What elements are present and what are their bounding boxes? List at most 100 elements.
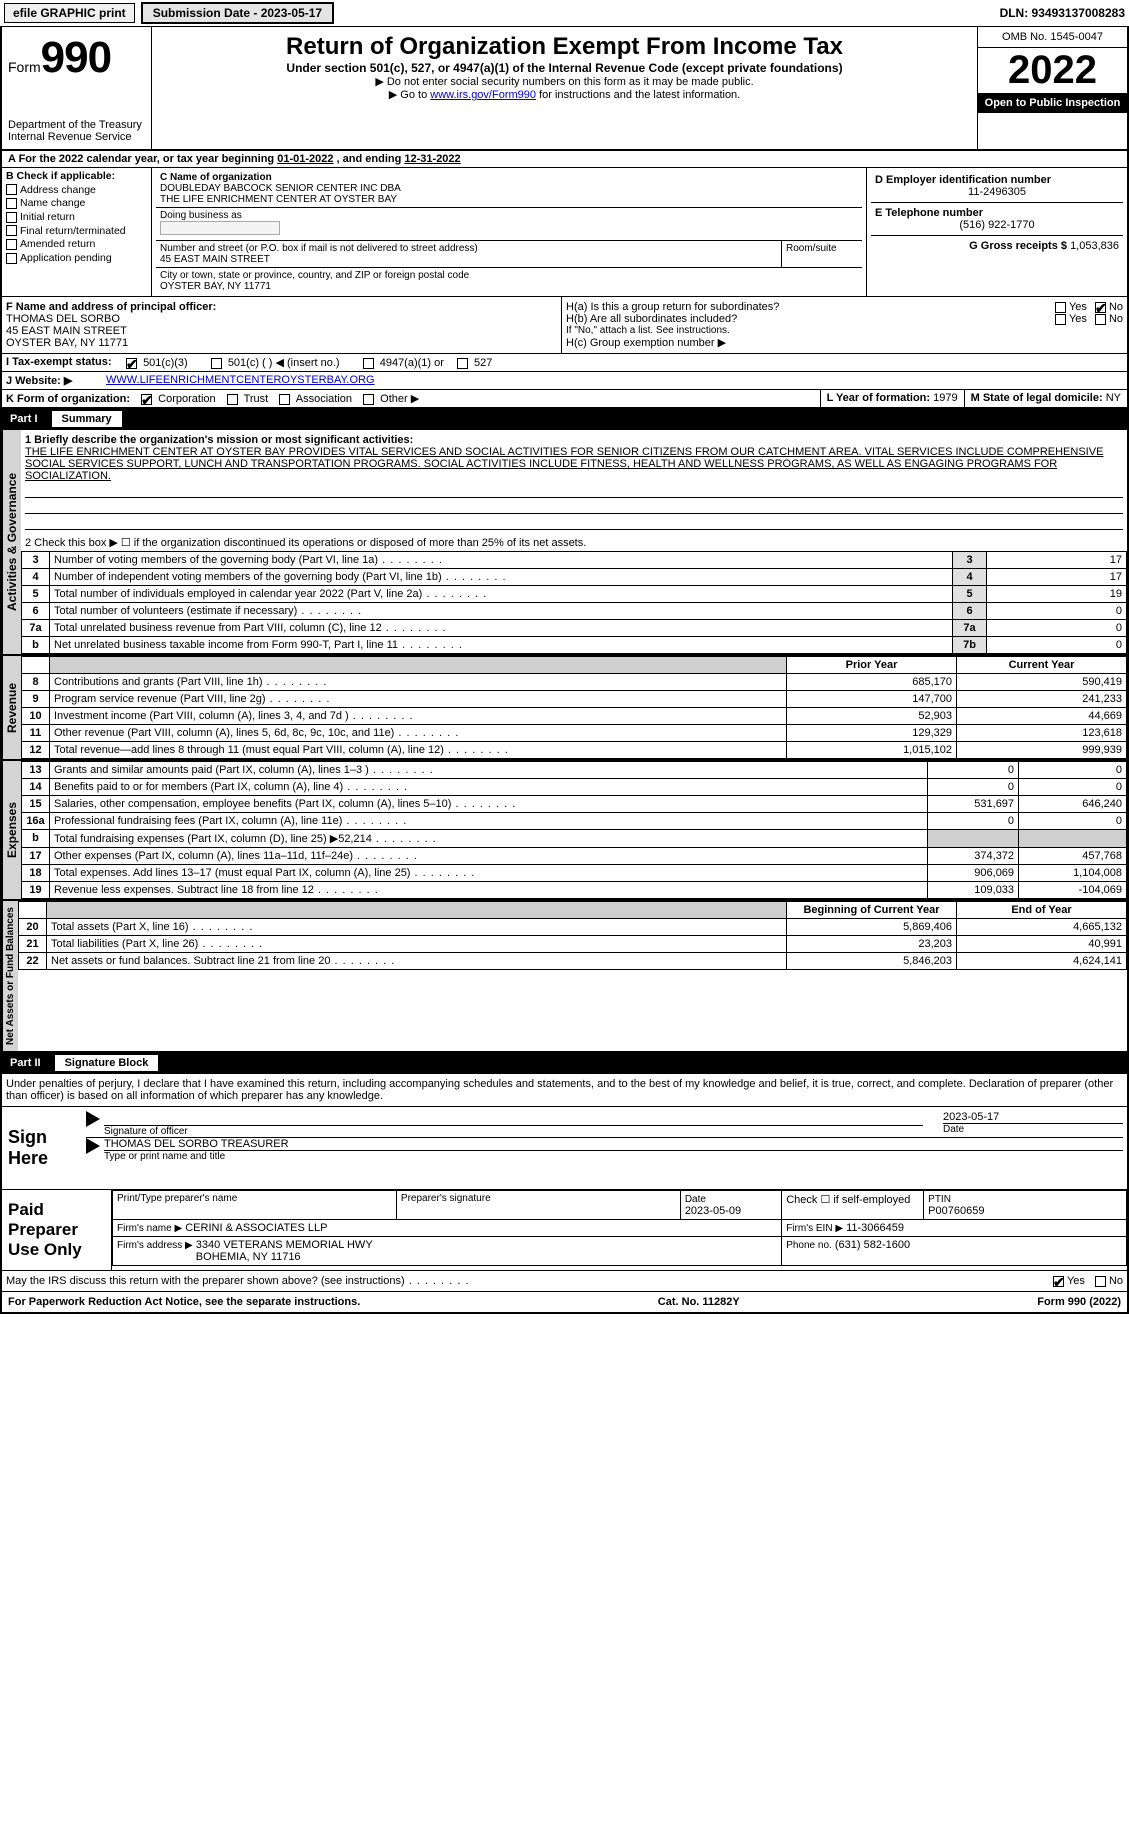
website-link[interactable]: WWW.LIFEENRICHMENTCENTEROYSTERBAY.ORG <box>106 374 375 386</box>
chk-other[interactable]: Other ▶ <box>363 393 419 405</box>
b-checkboxes: B Check if applicable: Address change Na… <box>2 168 152 296</box>
table-row: 19Revenue less expenses. Subtract line 1… <box>22 882 1127 899</box>
may-irs-no[interactable]: No <box>1095 1275 1123 1287</box>
may-irs-yes[interactable]: Yes <box>1053 1275 1085 1287</box>
chk-final[interactable]: Final return/terminated <box>6 225 147 239</box>
mission-blank2 <box>25 498 1123 514</box>
may-irs-label: May the IRS discuss this return with the… <box>6 1275 1053 1287</box>
dba-input[interactable] <box>160 221 280 235</box>
ein: 11-2496305 <box>875 186 1119 198</box>
b-label: B Check if applicable: <box>6 170 147 184</box>
expenses-table: 13Grants and similar amounts paid (Part … <box>21 761 1127 899</box>
chk-trust[interactable]: Trust <box>227 393 269 405</box>
chk-527[interactable]: 527 <box>457 357 492 369</box>
submission-date[interactable]: Submission Date - 2023-05-17 <box>141 2 334 24</box>
tax-year: 2022 <box>978 48 1127 93</box>
addr-label: Number and street (or P.O. box if mail i… <box>160 243 777 254</box>
table-header: Beginning of Current YearEnd of Year <box>19 902 1127 919</box>
g-label: G Gross receipts $ <box>969 240 1067 252</box>
chk-initial[interactable]: Initial return <box>6 211 147 225</box>
dept-treasury: Department of the Treasury Internal Reve… <box>8 119 145 143</box>
period-line: A For the 2022 calendar year, or tax yea… <box>2 151 1127 168</box>
year-formation: 1979 <box>933 392 957 404</box>
pt-check[interactable]: Check ☐ if self-employed <box>782 1191 924 1220</box>
phone: (516) 922-1770 <box>875 219 1119 231</box>
ha-no[interactable]: No <box>1095 301 1123 313</box>
chk-4947[interactable]: 4947(a)(1) or <box>363 357 444 369</box>
chk-pending-label: Application pending <box>20 252 112 264</box>
dba-label: Doing business as <box>160 210 858 221</box>
firm-addr-label: Firm's address ▶ <box>117 1240 193 1251</box>
gross-receipts: 1,053,836 <box>1070 240 1119 252</box>
ssn-warning: ▶ Do not enter social security numbers o… <box>158 75 971 88</box>
j-label: J Website: ▶ <box>2 372 102 389</box>
preparer-table: Print/Type preparer's name Preparer's si… <box>112 1190 1127 1266</box>
arrow-icon <box>86 1111 100 1127</box>
firm-name-label: Firm's name ▶ <box>117 1223 182 1234</box>
form-990-number: 990 <box>41 33 111 82</box>
table-row: 13Grants and similar amounts paid (Part … <box>22 762 1127 779</box>
pt-sig-label: Preparer's signature <box>401 1193 676 1204</box>
chk-assoc[interactable]: Association <box>279 393 352 405</box>
revenue-table: Prior YearCurrent Year8Contributions and… <box>21 656 1127 759</box>
firm-ein: 11-3066459 <box>846 1222 904 1234</box>
m-label: M State of legal domicile: <box>971 392 1103 404</box>
chk-initial-label: Initial return <box>20 211 75 223</box>
goto-prefix: ▶ Go to <box>389 89 430 101</box>
paid-label: Paid Preparer Use Only <box>2 1190 112 1270</box>
dln-label: DLN: 93493137008283 <box>1000 6 1125 20</box>
header-right: OMB No. 1545-0047 2022 Open to Public In… <box>977 27 1127 149</box>
chk-address-label: Address change <box>20 184 96 196</box>
form-subtitle: Under section 501(c), 527, or 4947(a)(1)… <box>158 61 971 75</box>
mission-text: THE LIFE ENRICHMENT CENTER AT OYSTER BAY… <box>25 446 1123 482</box>
chk-501c3[interactable]: 501(c)(3) <box>126 357 188 369</box>
klm-row: K Form of organization: Corporation Trus… <box>2 390 1127 408</box>
sig-officer-label: Signature of officer <box>104 1125 923 1137</box>
goto-line: ▶ Go to www.irs.gov/Form990 for instruct… <box>158 88 971 101</box>
sig-date: 2023-05-17 <box>943 1111 1123 1123</box>
table-row: 7aTotal unrelated business revenue from … <box>22 620 1127 637</box>
table-row: 12Total revenue—add lines 8 through 11 (… <box>22 742 1127 759</box>
table-row: 22Net assets or fund balances. Subtract … <box>19 953 1127 970</box>
exp-section: Expenses 13Grants and similar amounts pa… <box>2 761 1127 901</box>
chk-amended[interactable]: Amended return <box>6 238 147 252</box>
a-prefix: A For the 2022 calendar year, or tax yea… <box>8 153 277 165</box>
irs-link[interactable]: www.irs.gov/Form990 <box>430 89 536 101</box>
h-block: H(a) Is this a group return for subordin… <box>562 297 1127 353</box>
arrow-icon-2 <box>86 1138 100 1154</box>
hb-no[interactable]: No <box>1095 313 1123 325</box>
part2-title: Signature Block <box>55 1055 159 1071</box>
officer-name: THOMAS DEL SORBO <box>6 313 557 325</box>
open-to-public: Open to Public Inspection <box>978 93 1127 113</box>
city: OYSTER BAY, NY 11771 <box>160 281 858 292</box>
street: 45 EAST MAIN STREET <box>160 254 777 265</box>
chk-name-label: Name change <box>20 197 85 209</box>
chk-501c[interactable]: 501(c) ( ) ◀ (insert no.) <box>211 357 340 369</box>
ha-yes[interactable]: Yes <box>1055 301 1087 313</box>
tab-netassets: Net Assets or Fund Balances <box>2 901 18 1051</box>
tab-governance: Activities & Governance <box>2 430 21 654</box>
officer-addr2: OYSTER BAY, NY 11771 <box>6 337 557 349</box>
city-label: City or town, state or province, country… <box>160 270 858 281</box>
line2: 2 Check this box ▶ ☐ if the organization… <box>21 534 1127 551</box>
pt-date-label: Date <box>685 1194 706 1205</box>
form-title: Return of Organization Exempt From Incom… <box>158 33 971 61</box>
table-row: bTotal fundraising expenses (Part IX, co… <box>22 830 1127 848</box>
hb-yes[interactable]: Yes <box>1055 313 1087 325</box>
chk-address[interactable]: Address change <box>6 184 147 198</box>
officer-printed: THOMAS DEL SORBO TREASURER <box>104 1138 1123 1150</box>
sign-here-label: Sign Here <box>2 1107 82 1189</box>
part2-label: Part II <box>10 1057 51 1069</box>
part2-header: Part II Signature Block <box>2 1052 1127 1074</box>
j-row: J Website: ▶ WWW.LIFEENRICHMENTCENTEROYS… <box>2 372 1127 390</box>
table-row: 11Other revenue (Part VIII, column (A), … <box>22 725 1127 742</box>
hc-label: H(c) Group exemption number ▶ <box>566 336 1123 349</box>
sign-here-block: Sign Here Signature of officer 2023-05-1… <box>2 1107 1127 1190</box>
chk-name[interactable]: Name change <box>6 197 147 211</box>
chk-corp[interactable]: Corporation <box>141 393 216 405</box>
chk-pending[interactable]: Application pending <box>6 252 147 266</box>
l-label: L Year of formation: <box>827 392 931 404</box>
date-label: Date <box>943 1123 1123 1135</box>
officer-addr1: 45 EAST MAIN STREET <box>6 325 557 337</box>
header-left: Form990 Department of the Treasury Inter… <box>2 27 152 149</box>
